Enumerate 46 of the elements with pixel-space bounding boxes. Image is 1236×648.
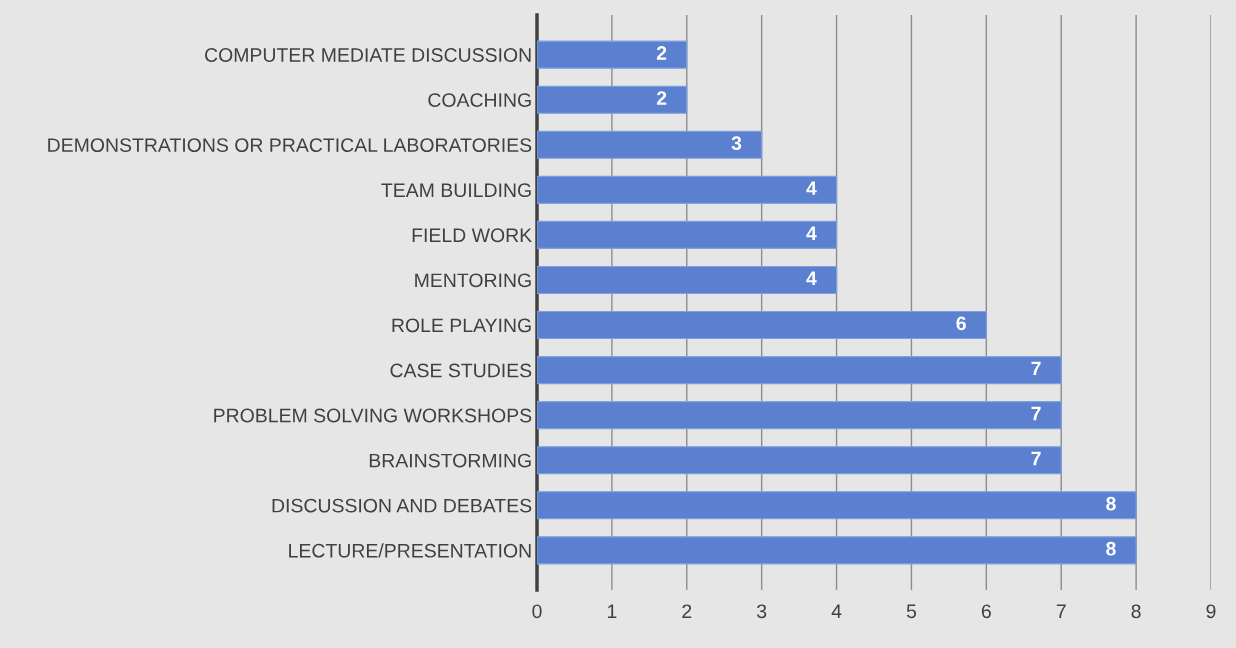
bar xyxy=(537,310,987,340)
bar xyxy=(537,85,688,114)
x-tick-label: 6 xyxy=(981,604,991,619)
y-tick-label: DISCUSSION AND DEBATES xyxy=(272,498,532,513)
y-tick-label: DEMONSTRATIONS OR PRACTICAL LABORATORIES xyxy=(48,138,532,153)
bar xyxy=(537,356,1062,385)
data-label: 4 xyxy=(806,181,817,195)
bar xyxy=(537,220,838,249)
data-label: 4 xyxy=(806,226,817,240)
x-tick-label: 8 xyxy=(1131,604,1141,619)
data-label: 7 xyxy=(1031,406,1041,421)
data-label: 3 xyxy=(731,136,742,151)
bar xyxy=(537,130,763,159)
y-tick-label: COMPUTER MEDIATE DISCUSSION xyxy=(205,48,531,62)
bar xyxy=(537,265,838,295)
y-tick-label: MENTORING xyxy=(415,273,531,288)
x-tick-label: 3 xyxy=(757,604,767,619)
y-tick-label: FIELD WORK xyxy=(412,228,532,243)
x-tick-label: 4 xyxy=(831,604,842,618)
data-label: 8 xyxy=(1106,496,1116,511)
data-label: 7 xyxy=(1031,361,1041,376)
x-tick-label: 9 xyxy=(1206,604,1216,619)
x-tick-label: 5 xyxy=(906,604,917,619)
bar xyxy=(537,491,1137,520)
x-tick-label: 1 xyxy=(607,604,617,618)
data-label: 4 xyxy=(806,271,817,285)
y-tick-label: LECTURE/PRESENTATION xyxy=(289,543,531,558)
data-label: 8 xyxy=(1106,541,1116,556)
bar xyxy=(537,401,1062,430)
bar xyxy=(537,40,688,69)
y-tick-label: PROBLEM SOLVING WORKSHOPS xyxy=(214,408,532,423)
bar xyxy=(537,446,1062,475)
y-tick-label: BRAINSTORMING xyxy=(369,453,531,468)
y-tick-label: COACHING xyxy=(428,93,531,107)
data-label: 2 xyxy=(656,46,667,60)
x-tick-label: 7 xyxy=(1056,604,1066,618)
data-label: 7 xyxy=(1031,451,1041,466)
y-tick-label: ROLE PLAYING xyxy=(392,318,531,333)
data-label: 2 xyxy=(656,91,667,105)
data-label: 6 xyxy=(956,316,966,331)
bar xyxy=(537,536,1137,565)
x-tick-label: 2 xyxy=(682,604,692,618)
y-tick-label: CASE STUDIES xyxy=(390,363,532,378)
y-tick-label: TEAM BUILDING xyxy=(381,183,531,198)
x-tick-label: 0 xyxy=(532,604,542,619)
bar xyxy=(537,175,838,204)
